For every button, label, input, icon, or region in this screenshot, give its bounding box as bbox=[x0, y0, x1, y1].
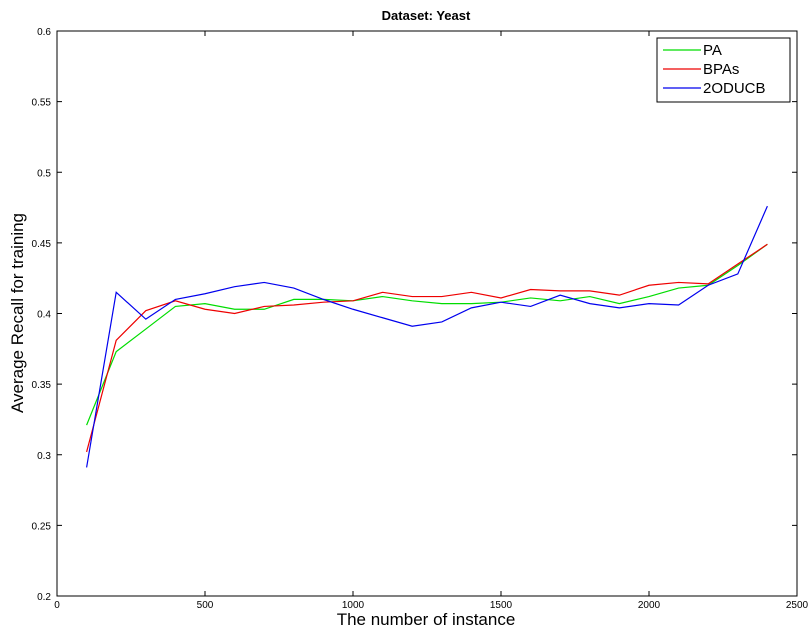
y-tick-label: 0.4 bbox=[37, 310, 51, 321]
series-lines bbox=[86, 205, 768, 468]
legend-label: BPAs bbox=[703, 61, 739, 78]
chart-title: Dataset: Yeast bbox=[382, 8, 471, 23]
x-axis-label: The number of instance bbox=[337, 610, 516, 629]
y-tick-label: 0.2 bbox=[37, 592, 51, 603]
y-tick-label: 0.55 bbox=[32, 98, 52, 109]
x-tick-label: 2500 bbox=[786, 600, 809, 611]
series-line-pa bbox=[86, 243, 768, 426]
axis-ticks: 0 500 1000 1500 2000 2500 0.2 0.25 0.3 0.35 0.4 0.4… bbox=[32, 27, 809, 611]
y-tick-label: 0.5 bbox=[37, 168, 51, 179]
x-tick-label: 0 bbox=[54, 600, 60, 611]
legend-box bbox=[656, 37, 791, 103]
x-tick-label: 1000 bbox=[342, 600, 365, 611]
y-axis-label: Average Recall for training bbox=[8, 213, 27, 413]
legend: PA BPAs 2ODUCB bbox=[656, 37, 791, 103]
y-tick-label: 0.6 bbox=[37, 27, 51, 38]
series-line-2oducb bbox=[86, 205, 768, 468]
series-line-bpas bbox=[86, 243, 768, 453]
y-tick-label: 0.45 bbox=[32, 239, 52, 250]
y-tick-label: 0.3 bbox=[37, 451, 51, 462]
legend-label: 2ODUCB bbox=[703, 80, 766, 97]
legend-label: PA bbox=[703, 42, 722, 59]
x-tick-label: 500 bbox=[197, 600, 214, 611]
x-tick-label: 1500 bbox=[490, 600, 513, 611]
y-tick-label: 0.35 bbox=[32, 380, 52, 391]
y-tick-label: 0.25 bbox=[32, 521, 52, 532]
x-tick-label: 2000 bbox=[638, 600, 661, 611]
